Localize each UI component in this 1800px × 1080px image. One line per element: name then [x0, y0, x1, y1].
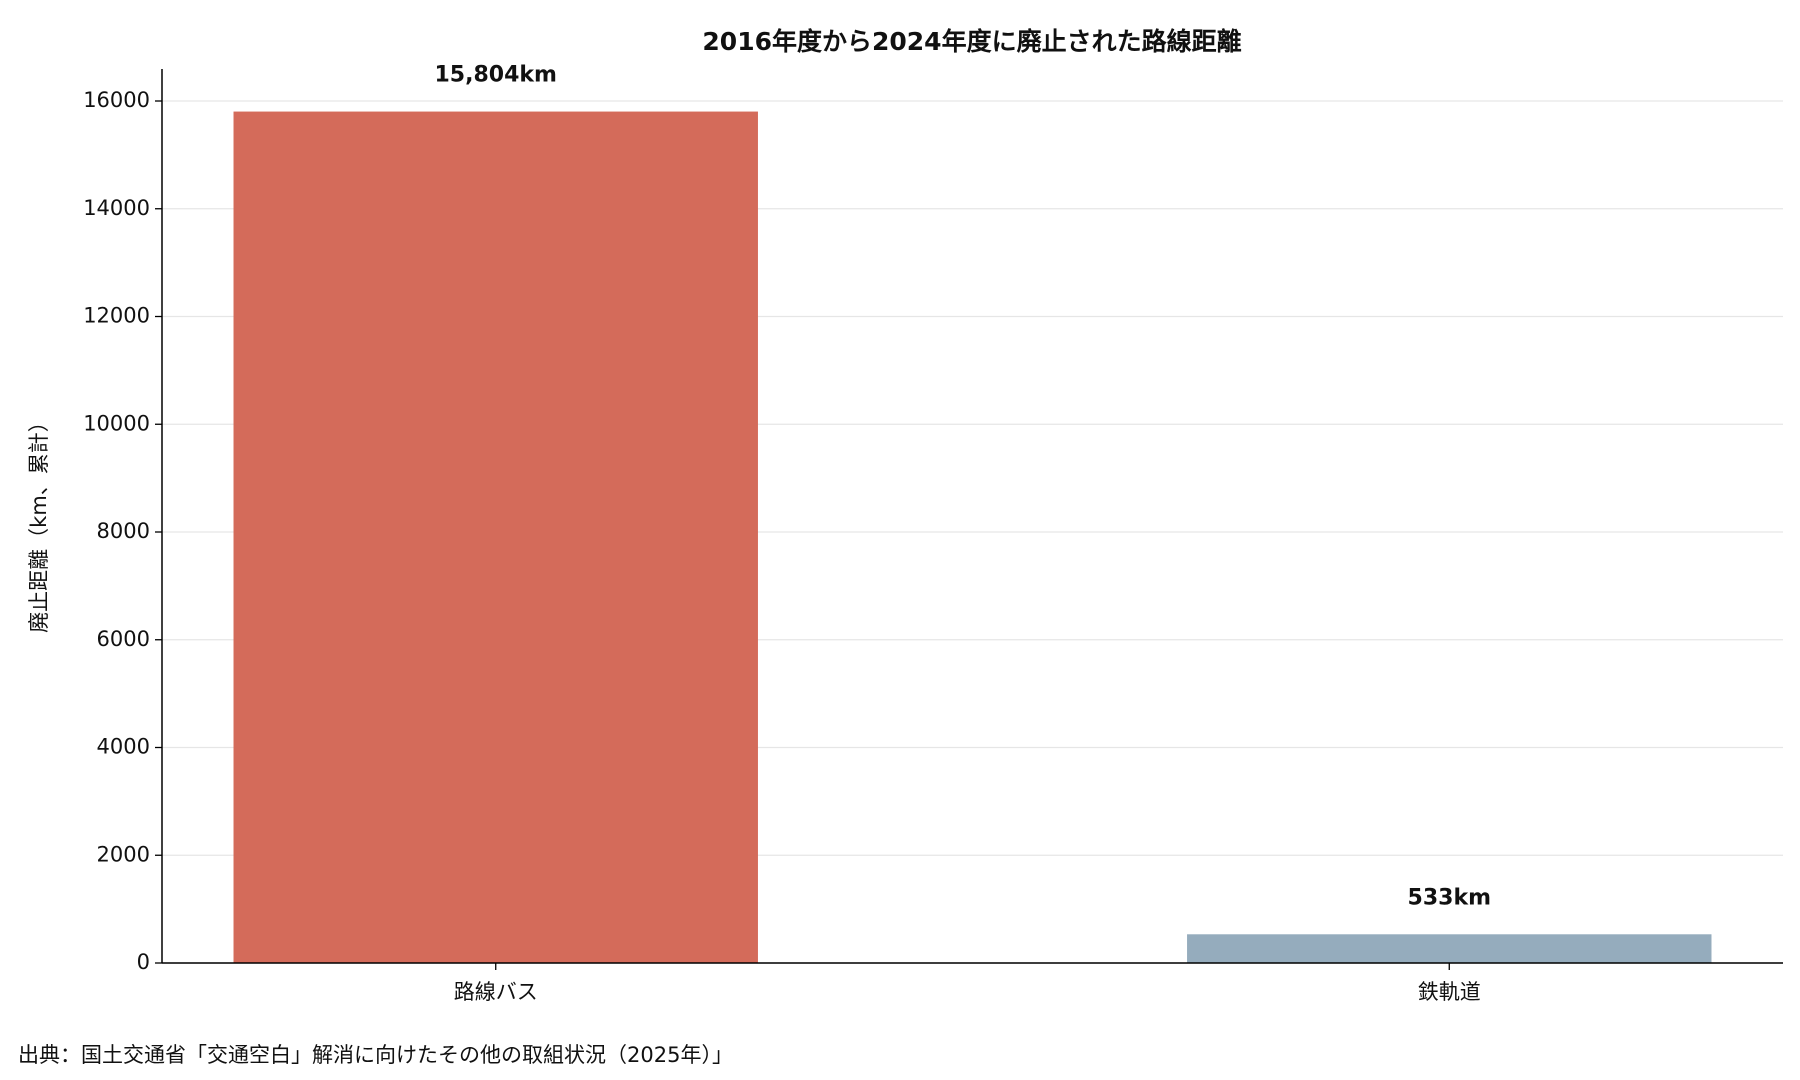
source-note: 出典：国土交通省「交通空白」解消に向けたその他の取組状況（2025年）」: [18, 1043, 733, 1067]
y-tick-label: 2000: [97, 842, 150, 866]
y-tick-label: 6000: [97, 627, 150, 651]
value-label: 15,804km: [435, 63, 557, 88]
y-tick-label: 16000: [83, 88, 150, 112]
y-tick-label: 12000: [83, 304, 150, 328]
y-tick-label: 10000: [83, 411, 150, 435]
bar: [233, 111, 758, 964]
y-tick-label: 14000: [83, 196, 150, 220]
y-axis-label: 廃止距離（km、累計）: [27, 411, 51, 633]
y-tick-label: 8000: [97, 519, 150, 543]
bar: [1187, 934, 1712, 963]
x-tick-label: 鉄軌道: [1418, 980, 1481, 1004]
y-tick-label: 4000: [97, 735, 150, 759]
value-label: 533km: [1408, 885, 1491, 910]
x-tick-label: 路線バス: [454, 980, 538, 1004]
chart-title: 2016年度から2024年度に廃止された路線距離: [702, 27, 1241, 56]
y-tick-label: 0: [137, 950, 150, 974]
